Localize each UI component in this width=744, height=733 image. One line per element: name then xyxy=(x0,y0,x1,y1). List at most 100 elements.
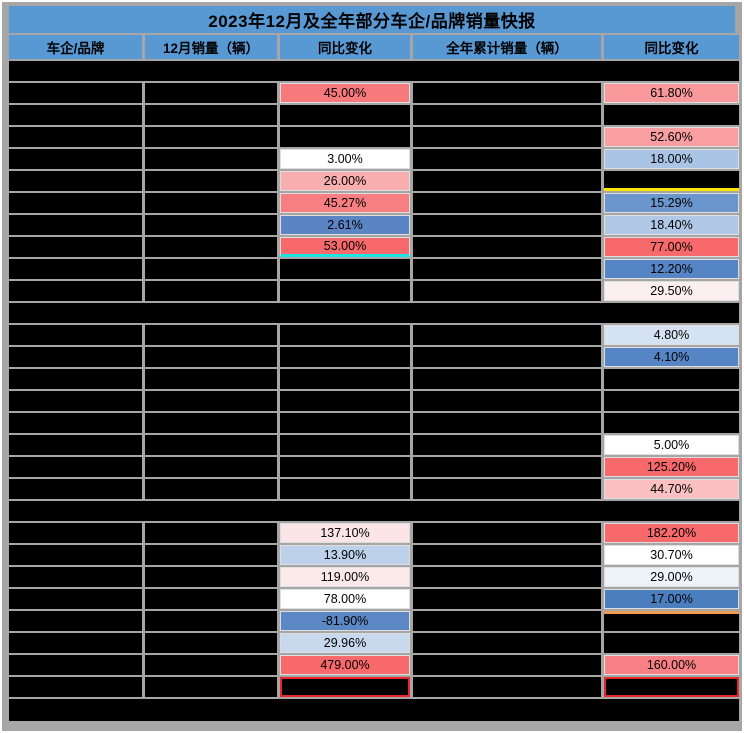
redacted-cell xyxy=(413,259,601,279)
column-header-ytd-sales: 全年累计销量（辆） xyxy=(413,35,601,59)
redacted-cell xyxy=(604,611,739,631)
redacted-cell xyxy=(413,127,601,147)
redacted-cell xyxy=(9,633,142,653)
redacted-cell xyxy=(145,149,277,169)
redacted-cell xyxy=(280,325,410,345)
yoy-change-cell: 52.60% xyxy=(604,127,739,147)
yoy-change-cell: 17.00% xyxy=(604,589,739,609)
redacted-cell xyxy=(413,413,601,433)
redacted-cell xyxy=(145,105,277,125)
redacted-cell xyxy=(145,413,277,433)
redacted-cell xyxy=(280,457,410,477)
redacted-cell xyxy=(413,215,601,235)
yoy-change-cell: 78.00% xyxy=(280,589,410,609)
redacted-cell xyxy=(145,83,277,103)
redacted-cell xyxy=(9,545,142,565)
redacted-cell xyxy=(145,259,277,279)
yoy-change-cell: 29.50% xyxy=(604,281,739,301)
yoy-change-cell: 12.20% xyxy=(604,259,739,279)
yoy-change-cell: 45.27% xyxy=(280,193,410,213)
redacted-section-header-bar xyxy=(9,61,739,81)
redacted-cell xyxy=(9,127,142,147)
redacted-cell xyxy=(145,589,277,609)
redacted-cell xyxy=(280,105,410,125)
redacted-cell xyxy=(9,281,142,301)
redacted-cell xyxy=(604,105,739,125)
redacted-cell xyxy=(413,325,601,345)
yoy-change-cell: 125.20% xyxy=(604,457,739,477)
redacted-cell xyxy=(413,193,601,213)
redacted-cell xyxy=(9,523,142,543)
yoy-change-cell: 3.00% xyxy=(280,149,410,169)
yoy-change-cell: 4.10% xyxy=(604,347,739,367)
redacted-cell xyxy=(604,369,739,389)
redacted-cell xyxy=(145,611,277,631)
redacted-cell xyxy=(9,83,142,103)
redacted-cell xyxy=(280,391,410,411)
yoy-change-cell: 119.00% xyxy=(280,567,410,587)
redacted-cell xyxy=(280,127,410,147)
redacted-cell xyxy=(9,413,142,433)
report-title: 2023年12月及全年部分车企/品牌销量快报 xyxy=(9,6,735,33)
redacted-footer-bar xyxy=(9,699,739,721)
yoy-change-cell: 26.00% xyxy=(280,171,410,191)
redacted-cell xyxy=(280,369,410,389)
redacted-cell xyxy=(9,611,142,631)
yoy-change-cell: -81.90% xyxy=(280,611,410,631)
redacted-cell xyxy=(413,281,601,301)
redacted-cell xyxy=(413,171,601,191)
redacted-cell xyxy=(9,171,142,191)
yoy-change-cell: 18.40% xyxy=(604,215,739,235)
redacted-cell xyxy=(145,633,277,653)
yoy-change-cell: 479.00% xyxy=(280,655,410,675)
yoy-change-cell: 77.00% xyxy=(604,237,739,257)
redacted-cell xyxy=(9,193,142,213)
redacted-cell xyxy=(280,435,410,455)
redacted-cell xyxy=(145,655,277,675)
redacted-cell xyxy=(9,391,142,411)
redacted-cell xyxy=(604,633,739,653)
yoy-change-cell: 4.80% xyxy=(604,325,739,345)
redacted-cell xyxy=(413,457,601,477)
yoy-change-cell: 30.70% xyxy=(604,545,739,565)
redacted-cell xyxy=(9,347,142,367)
redacted-section-header-bar xyxy=(9,501,739,521)
redacted-cell xyxy=(413,523,601,543)
yoy-change-cell: 44.70% xyxy=(604,479,739,499)
redacted-cell xyxy=(9,215,142,235)
redacted-cell xyxy=(145,127,277,147)
redacted-cell xyxy=(145,281,277,301)
yoy-change-cell: 5.00% xyxy=(604,435,739,455)
redacted-cell xyxy=(9,457,142,477)
redacted-cell xyxy=(9,589,142,609)
yoy-change-cell: 182.20% xyxy=(604,523,739,543)
yoy-change-cell: 29.96% xyxy=(280,633,410,653)
redacted-cell xyxy=(604,171,739,191)
redacted-cell xyxy=(413,567,601,587)
redacted-cell xyxy=(280,259,410,279)
redacted-cell xyxy=(9,567,142,587)
yoy-change-cell: 15.29% xyxy=(604,193,739,213)
redacted-cell xyxy=(145,215,277,235)
redacted-cell xyxy=(280,413,410,433)
redacted-cell xyxy=(9,677,142,697)
redacted-cell xyxy=(413,633,601,653)
redacted-section-header-bar xyxy=(9,303,739,323)
redacted-cell xyxy=(413,655,601,675)
redacted-cell xyxy=(280,347,410,367)
redacted-cell xyxy=(9,435,142,455)
yoy-change-cell: 13.90% xyxy=(280,545,410,565)
column-header-dec-yoy: 同比变化 xyxy=(280,35,410,59)
redacted-cell xyxy=(145,347,277,367)
redacted-cell xyxy=(145,391,277,411)
redacted-cell xyxy=(413,391,601,411)
redacted-cell xyxy=(9,105,142,125)
redacted-cell xyxy=(145,237,277,257)
redacted-cell xyxy=(604,391,739,411)
redacted-cell xyxy=(9,259,142,279)
redacted-cell xyxy=(9,325,142,345)
redacted-cell xyxy=(9,479,142,499)
yoy-change-cell: 160.00% xyxy=(604,655,739,675)
redacted-cell xyxy=(413,237,601,257)
